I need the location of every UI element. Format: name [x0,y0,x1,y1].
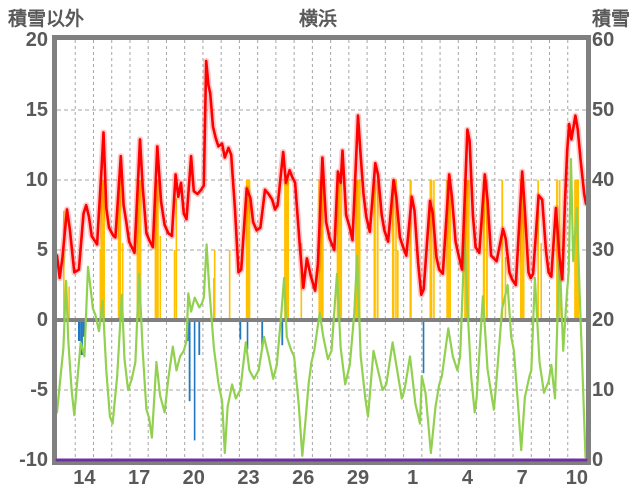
orange-bars [121,243,124,320]
blue-bars [198,320,201,355]
orange-bars [318,180,324,320]
orange-bars [100,180,105,320]
orange-bars [175,198,178,320]
orange-bars [376,180,379,320]
left-axis-tick: -5 [30,379,48,401]
orange-bars [446,180,452,320]
orange-bars [355,180,361,320]
x-axis-tick: 4 [461,467,473,489]
right-axis-tick: 20 [592,309,615,331]
orange-bars [212,278,215,320]
orange-bars [537,180,539,320]
x-axis-tick: 10 [565,467,588,489]
orange-bars [136,180,142,320]
orange-bars [173,250,176,320]
orange-bars [228,250,231,320]
orange-bars [336,180,343,320]
orange-bars [63,210,65,320]
x-axis-tick: 20 [182,467,205,489]
blue-bars [82,320,85,337]
left-axis-tick: 20 [25,29,48,51]
x-axis-tick: 17 [127,467,151,489]
orange-bars [464,180,470,320]
orange-bars [159,236,162,320]
right-axis-title: 積雪 [591,9,630,30]
x-axis-tick: 29 [346,467,370,489]
orange-bars [284,180,290,320]
orange-bars [300,243,303,320]
blue-bars [246,320,249,350]
plot-frame [52,35,591,465]
orange-bars [154,180,159,320]
blue-bars [281,320,284,346]
orange-bars [391,180,395,320]
orange-bars [574,180,580,320]
orange-bars [213,250,216,320]
blue-bars [77,320,81,341]
red-line [55,59,588,297]
left-axis-tick: 0 [36,309,48,331]
orange-bars [395,180,397,320]
x-axis-tick: 23 [237,467,260,489]
orange-bars [409,180,412,320]
orange-bars [486,180,488,320]
x-axis-tick: 1 [407,467,419,489]
blue-bars [80,320,83,355]
orange-bars [373,180,376,320]
left-axis-tick: 15 [25,99,48,121]
orange-bars [397,250,399,320]
right-axis-tick: 0 [592,449,604,471]
blue-bars [239,320,242,340]
orange-bars [482,180,486,320]
orange-bars [429,180,433,320]
green-line [55,157,587,459]
left-axis-title: 積雪以外 [8,9,85,30]
page-title: 横浜 [298,9,337,30]
left-axis-tick: -10 [19,449,48,471]
orange-bars [501,180,504,320]
blue-bars [422,320,425,374]
orange-bars [519,180,525,320]
right-axis-tick: 40 [592,169,615,191]
x-axis-tick: 14 [73,467,96,489]
blue-bars [188,320,191,402]
orange-bars [556,180,558,320]
right-axis-tick: 10 [592,379,615,401]
orange-bars [504,257,507,320]
orange-bars [99,250,102,320]
right-axis-tick: 60 [592,29,615,51]
orange-bars [245,180,251,320]
orange-bars [117,180,122,320]
right-axis-tick: 30 [592,239,615,261]
x-axis-tick: 7 [516,467,528,489]
left-axis-tick: 5 [36,239,48,261]
orange-bars [68,286,70,320]
left-axis-tick: 10 [25,169,48,191]
blue-bars [261,320,264,348]
orange-bars [433,180,435,320]
blue-bars [193,320,196,441]
orange-bars [540,243,542,320]
right-axis-tick: 50 [592,99,615,121]
x-axis-tick: 26 [292,467,315,489]
